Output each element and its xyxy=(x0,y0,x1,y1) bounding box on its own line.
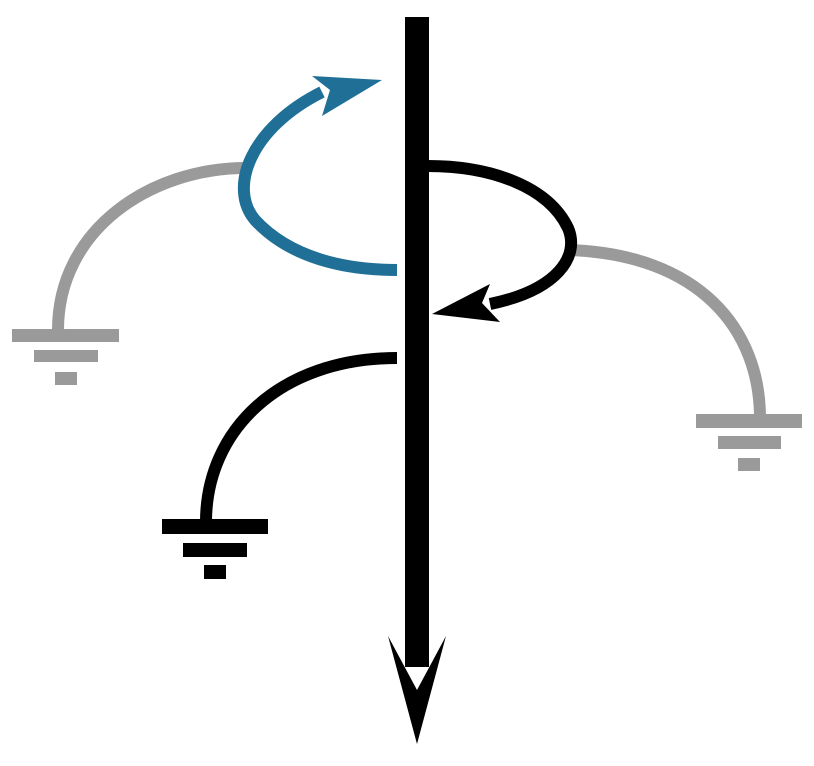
blue-field-loop xyxy=(237,86,398,276)
blue-rotation-arrow-icon xyxy=(237,76,398,276)
ground-symbol-icon xyxy=(162,519,268,579)
right-gray-ground-wire xyxy=(567,244,802,471)
blue-arrowhead xyxy=(312,76,382,116)
conductor-shaft xyxy=(405,17,429,667)
black-rotation-arrow-icon xyxy=(427,160,578,322)
black-ground-lead xyxy=(200,352,398,523)
ground-symbol-icon xyxy=(12,329,119,385)
left-gray-ground-wire xyxy=(12,162,247,385)
black-field-loop xyxy=(427,160,578,310)
black-ground-wire xyxy=(162,352,398,579)
ground-symbol-icon xyxy=(696,414,802,471)
conductor-arrow-icon xyxy=(388,17,446,744)
left-gray-ground-lead xyxy=(52,162,247,331)
conductor-arrowhead xyxy=(388,636,446,744)
black-arrowhead xyxy=(432,284,500,322)
right-gray-ground-lead xyxy=(567,244,766,419)
